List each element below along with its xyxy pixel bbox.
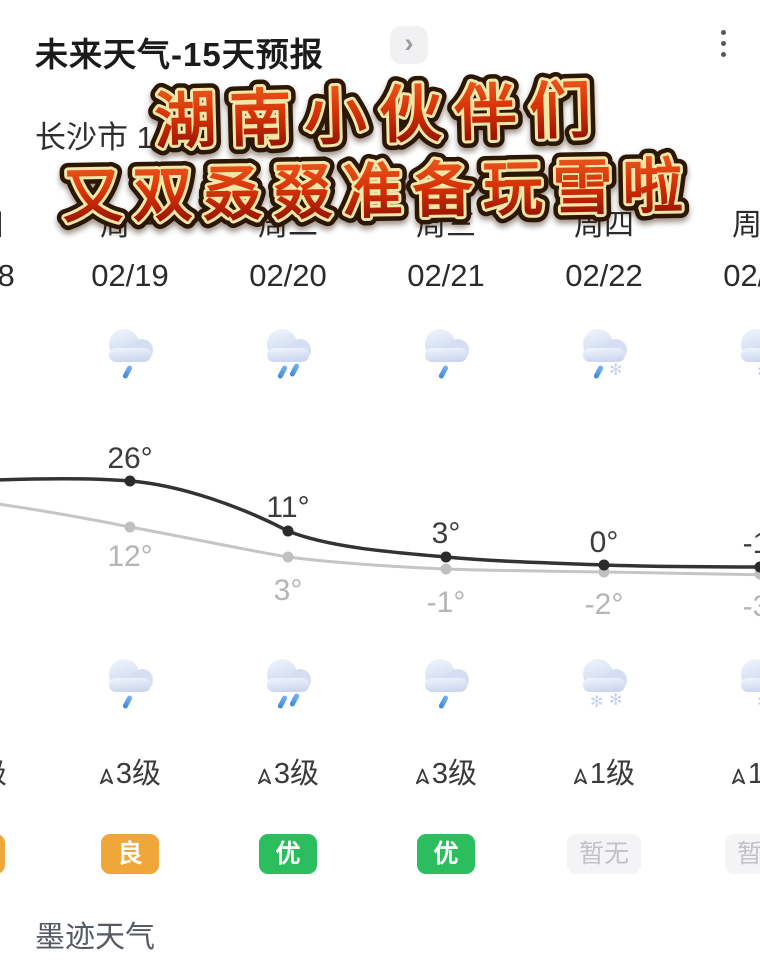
weekday-label: 周日	[0, 200, 55, 244]
forecast-column-0219[interactable]: 周一 02/19 ✻✻ ✻✻ 3级 良	[51, 200, 209, 900]
aqi-badge: 优	[259, 834, 317, 874]
forecast-detail-button[interactable]: ›	[390, 26, 428, 64]
raindrop-icon	[277, 694, 288, 710]
more-menu-button[interactable]	[719, 30, 727, 63]
chevron-right-icon: ›	[404, 27, 414, 58]
high-temp-label: -1°	[742, 527, 760, 560]
raindrop-icon	[122, 694, 133, 710]
cloud-icon	[741, 329, 760, 362]
wind-level: 1级	[525, 750, 683, 792]
wind-level: 3级	[0, 750, 55, 792]
snowflake-icon: ✻	[757, 362, 760, 382]
high-temp-label: 26°	[107, 442, 153, 475]
aqi-badge: 良	[0, 834, 5, 874]
cloud-icon	[109, 659, 153, 692]
wind-direction-icon	[257, 768, 272, 785]
snowflake-icon: ✻	[609, 362, 623, 379]
raindrop-icon	[122, 364, 133, 380]
aqi-badge: 良	[101, 834, 159, 874]
night-weather-icon: ✻✻	[0, 656, 9, 716]
snowflake-icon: ✻	[757, 692, 760, 712]
wind-direction-icon	[731, 768, 746, 785]
day-weather-icon: ✻✻	[0, 326, 9, 386]
day-weather-icon: ✻✻	[97, 326, 163, 386]
low-temp-label: 3°	[273, 574, 303, 607]
cloud-icon	[267, 329, 311, 362]
raindrop-icon	[593, 364, 604, 380]
cloud-icon	[425, 329, 469, 362]
night-weather-icon: ✻✻	[413, 656, 479, 716]
brand-watermark: 墨迹天气	[35, 921, 155, 954]
cloud-icon	[583, 329, 627, 362]
night-weather-icon: ✻✻	[729, 656, 760, 716]
date-label: 02/22	[565, 258, 643, 293]
day-weather-icon: ✻✻	[413, 326, 479, 386]
date-label: 02/19	[91, 258, 169, 293]
page-title: 未来天气-15天预报	[35, 36, 324, 73]
high-temp-label: 3°	[431, 517, 461, 550]
wind-direction-icon	[573, 768, 588, 785]
wind-level: 3级	[209, 750, 367, 792]
cloud-icon	[267, 659, 311, 692]
night-weather-icon: ✻✻	[571, 656, 637, 716]
cloud-icon	[0, 326, 6, 366]
wind-level: 3级	[367, 750, 525, 792]
low-temp-dots	[124, 521, 760, 580]
wind-level: 1级	[683, 750, 760, 792]
date-label: 02/21	[407, 258, 485, 293]
high-temp-dots	[124, 475, 760, 573]
night-weather-icon: ✻✻	[255, 656, 321, 716]
low-temp-line	[0, 502, 760, 577]
forecast-column-0223[interactable]: 周五 02/23 ✻✻ ✻✻ 1级 暂无	[683, 200, 760, 900]
cloud-icon	[583, 659, 627, 692]
forecast-column-0220[interactable]: 周二 02/20 ✻✻ ✻✻ 3级 优	[209, 200, 367, 900]
day-weather-icon: ✻✻	[729, 326, 760, 386]
weekday-label: 周四	[574, 209, 634, 242]
aqi-badge: 暂无	[724, 834, 760, 874]
low-temp-label: 12°	[107, 540, 153, 573]
cloud-icon	[741, 659, 760, 692]
day-weather-icon: ✻✻	[255, 326, 321, 386]
wind-level: 3级	[51, 750, 209, 792]
high-temp-label: 11°	[266, 491, 310, 524]
aqi-badge: 优	[417, 834, 475, 874]
date-label: 02/23	[723, 258, 760, 293]
cloud-icon	[109, 329, 153, 362]
temperature-chart[interactable]: 26° 11° 3° 0° -1° 12° 3° -1° -2° -3°	[0, 440, 760, 640]
high-temp-label: 0°	[589, 526, 619, 559]
weekday-label: 周三	[416, 209, 476, 242]
weekday-label: 周一	[100, 209, 160, 242]
sticker-line1-outline: 湖南小伙伴们	[154, 73, 606, 158]
raindrop-icon	[277, 364, 288, 380]
forecast-column-0222[interactable]: 周四 02/22 ✻✻ ✻✻ 1级 暂无	[525, 200, 683, 900]
raindrop-icon	[438, 364, 449, 380]
weekday-label: 周五	[732, 209, 760, 242]
wind-direction-icon	[415, 768, 430, 785]
forecast-column-0221[interactable]: 周三 02/21 ✻✻ ✻✻ 3级 优	[367, 200, 525, 900]
low-temp-label: -3°	[742, 590, 760, 623]
snowflake-icon: ✻	[590, 694, 604, 711]
night-weather-icon: ✻✻	[97, 656, 163, 716]
snowflake-icon: ✻	[609, 692, 623, 709]
date-label: 02/20	[249, 258, 327, 293]
high-temp-line	[0, 477, 760, 569]
aqi-badge: 暂无	[566, 834, 641, 874]
sticker-line1: 湖南小伙伴们	[154, 73, 606, 158]
day-weather-icon: ✻✻	[571, 326, 637, 386]
city-extra-clipped-text: 1比	[136, 120, 173, 155]
wind-direction-icon	[99, 768, 114, 785]
date-label: 02/18	[0, 258, 15, 293]
cloud-icon	[425, 659, 469, 692]
city-label: 长沙市 1比	[35, 112, 173, 157]
temperature-curves	[0, 475, 760, 580]
raindrop-icon	[438, 694, 449, 710]
low-temp-label: -2°	[584, 588, 624, 621]
weekday-label: 周二	[258, 209, 318, 242]
forecast-column-0218[interactable]: 周日 02/18 ✻✻ ✻✻ 3级 良	[0, 200, 55, 900]
cloud-icon	[0, 656, 6, 696]
low-temp-label: -1°	[426, 586, 466, 619]
